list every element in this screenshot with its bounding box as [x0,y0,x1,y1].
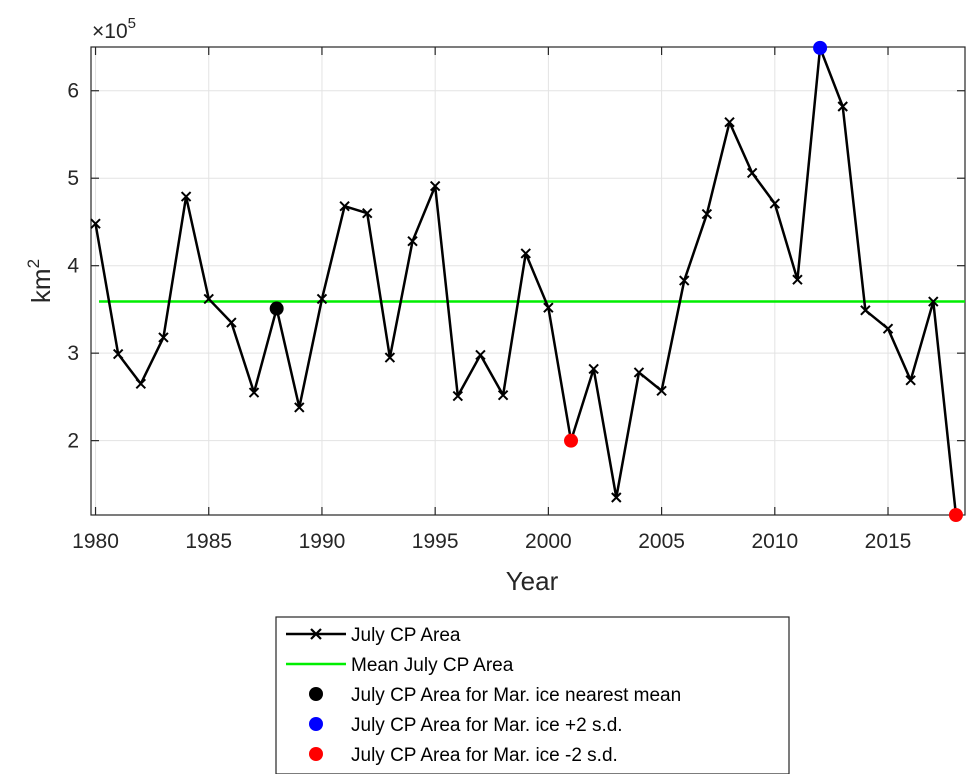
data-point-x-marker [837,101,848,112]
legend-item-july-cp-area: July CP Area [286,625,461,646]
july-cp-area-line [94,46,958,516]
legend-item-mean: Mean July CP Area [286,655,514,676]
data-point-x-marker [203,293,214,305]
legend-item-minus-2sd: July CP Area for Mar. ice -2 s.d. [309,745,618,766]
data-point-x-marker [860,305,871,316]
y-tick-label: 3 [67,342,79,365]
data-point-x-marker [520,248,531,259]
y-exponent-label: ×105 [92,15,136,43]
data-point-x-marker [792,274,803,285]
data-point-x-marker [633,367,645,378]
axis-ticks: 1980 1985 1990 1995 2000 2005 2010 2015 2 3 4 5 6 [67,47,965,553]
legend-label: Mean July CP Area [351,655,514,676]
data-point-x-marker [135,378,147,389]
legend-label: July CP Area for Mar. ice +2 s.d. [351,715,623,736]
data-point-x-marker [701,208,713,220]
data-point-x-marker [543,302,554,313]
x-tick-label: 1985 [185,530,232,553]
legend-label: July CP Area for Mar. ice nearest mean [351,685,681,706]
svg-text:×105: ×105 [92,15,136,43]
y-axis-title: km2 [24,259,56,303]
x-tick-label: 1995 [412,530,459,553]
data-point-x-marker [724,117,735,128]
x-tick-label: 1980 [72,530,119,553]
data-point-x-marker [475,349,486,361]
x-axis-title: Year [506,566,559,596]
data-point-x-marker [905,375,916,386]
data-point-x-marker [294,402,305,413]
data-point-x-marker [746,167,758,179]
legend-label: July CP Area [351,625,461,646]
legend-box [275,616,790,774]
data-point-x-marker [497,389,509,401]
data-point-x-marker [316,293,328,305]
legend: July CP Area Mean July CP Area July CP A… [275,616,790,774]
y-tick-label: 4 [67,255,79,278]
highlight-marker [564,433,579,448]
x-tick-label: 1990 [299,530,346,553]
data-point-x-marker [407,235,418,247]
legend-label: July CP Area for Mar. ice -2 s.d. [351,745,618,766]
data-point-x-marker [769,198,781,209]
y-tick-label: 2 [67,430,79,453]
data-point-x-marker [679,275,690,286]
legend-swatch-dot [309,717,323,731]
legend-swatch-dot [309,687,323,701]
series-layer [90,40,965,522]
data-point-x-marker [656,385,667,396]
y-tick-label: 5 [67,167,79,190]
plot-area-frame [90,46,966,516]
data-point-x-marker [90,218,101,229]
data-point-x-marker [928,296,939,307]
data-point-x-marker [384,352,396,363]
legend-item-nearest-mean: July CP Area for Mar. ice nearest mean [309,685,681,706]
data-point-x-marker [882,323,894,334]
data-point-x-marker [429,180,441,192]
data-point-x-marker [112,348,124,360]
data-point-x-marker [180,191,192,202]
grid [91,47,965,515]
data-point-x-marker [588,363,599,375]
highlight-marker [813,40,828,55]
data-point-x-marker [248,387,260,398]
data-point-x-marker [452,390,464,402]
y-tick-label: 6 [67,80,79,103]
y-axis-unit: km [26,268,56,303]
data-point-x-marker [158,332,169,343]
data-point-x-marker [226,317,237,328]
x-tick-label: 2010 [751,530,798,553]
highlight-marker [948,508,963,522]
legend-item-plus-2sd: July CP Area for Mar. ice +2 s.d. [309,715,623,736]
highlight-marker [269,301,284,316]
y-axis-unit-power: 2 [24,259,43,268]
y-exponent-prefix: ×10 [92,20,128,43]
data-point-x-marker [362,207,373,219]
data-point-x-marker [339,200,350,212]
legend-swatch-dot [309,747,323,761]
x-tick-label: 2000 [525,530,572,553]
legend-swatch-x-marker [310,628,322,640]
y-exponent-power: 5 [128,15,136,32]
data-point-x-marker [611,492,622,503]
x-tick-label: 2015 [865,530,912,553]
x-tick-label: 2005 [638,530,685,553]
